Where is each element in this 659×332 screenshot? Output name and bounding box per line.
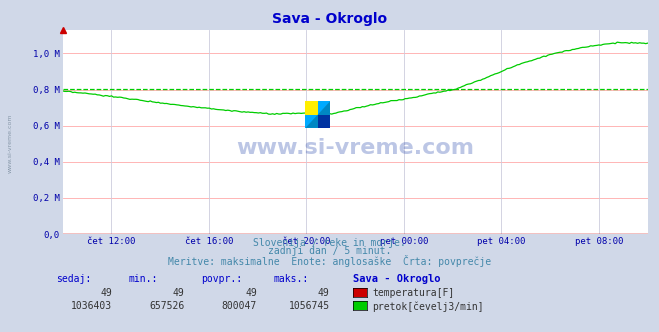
Text: Slovenija / reke in morje.: Slovenija / reke in morje. xyxy=(253,238,406,248)
Text: 49: 49 xyxy=(100,288,112,298)
Text: www.si-vreme.com: www.si-vreme.com xyxy=(236,138,474,158)
Text: pretok[čevelj3/min]: pretok[čevelj3/min] xyxy=(372,301,484,312)
Bar xyxy=(318,101,330,115)
Text: 49: 49 xyxy=(245,288,257,298)
Text: Meritve: maksimalne  Enote: anglosaške  Črta: povprečje: Meritve: maksimalne Enote: anglosaške Čr… xyxy=(168,255,491,267)
Text: 657526: 657526 xyxy=(150,301,185,311)
Text: sedaj:: sedaj: xyxy=(56,274,91,284)
Text: zadnji dan / 5 minut.: zadnji dan / 5 minut. xyxy=(268,246,391,256)
Text: 49: 49 xyxy=(173,288,185,298)
Text: maks.:: maks.: xyxy=(273,274,308,284)
Bar xyxy=(306,101,318,115)
Text: www.si-vreme.com: www.si-vreme.com xyxy=(8,113,13,173)
Text: 49: 49 xyxy=(318,288,330,298)
Bar xyxy=(306,115,318,128)
Text: 800047: 800047 xyxy=(222,301,257,311)
Text: Sava - Okroglo: Sava - Okroglo xyxy=(272,12,387,26)
Bar xyxy=(318,115,330,128)
Text: povpr.:: povpr.: xyxy=(201,274,242,284)
Text: temperatura[F]: temperatura[F] xyxy=(372,288,455,298)
Text: 1036403: 1036403 xyxy=(71,301,112,311)
Text: min.:: min.: xyxy=(129,274,158,284)
Text: 1056745: 1056745 xyxy=(289,301,330,311)
Polygon shape xyxy=(306,101,330,128)
Text: Sava - Okroglo: Sava - Okroglo xyxy=(353,274,440,284)
